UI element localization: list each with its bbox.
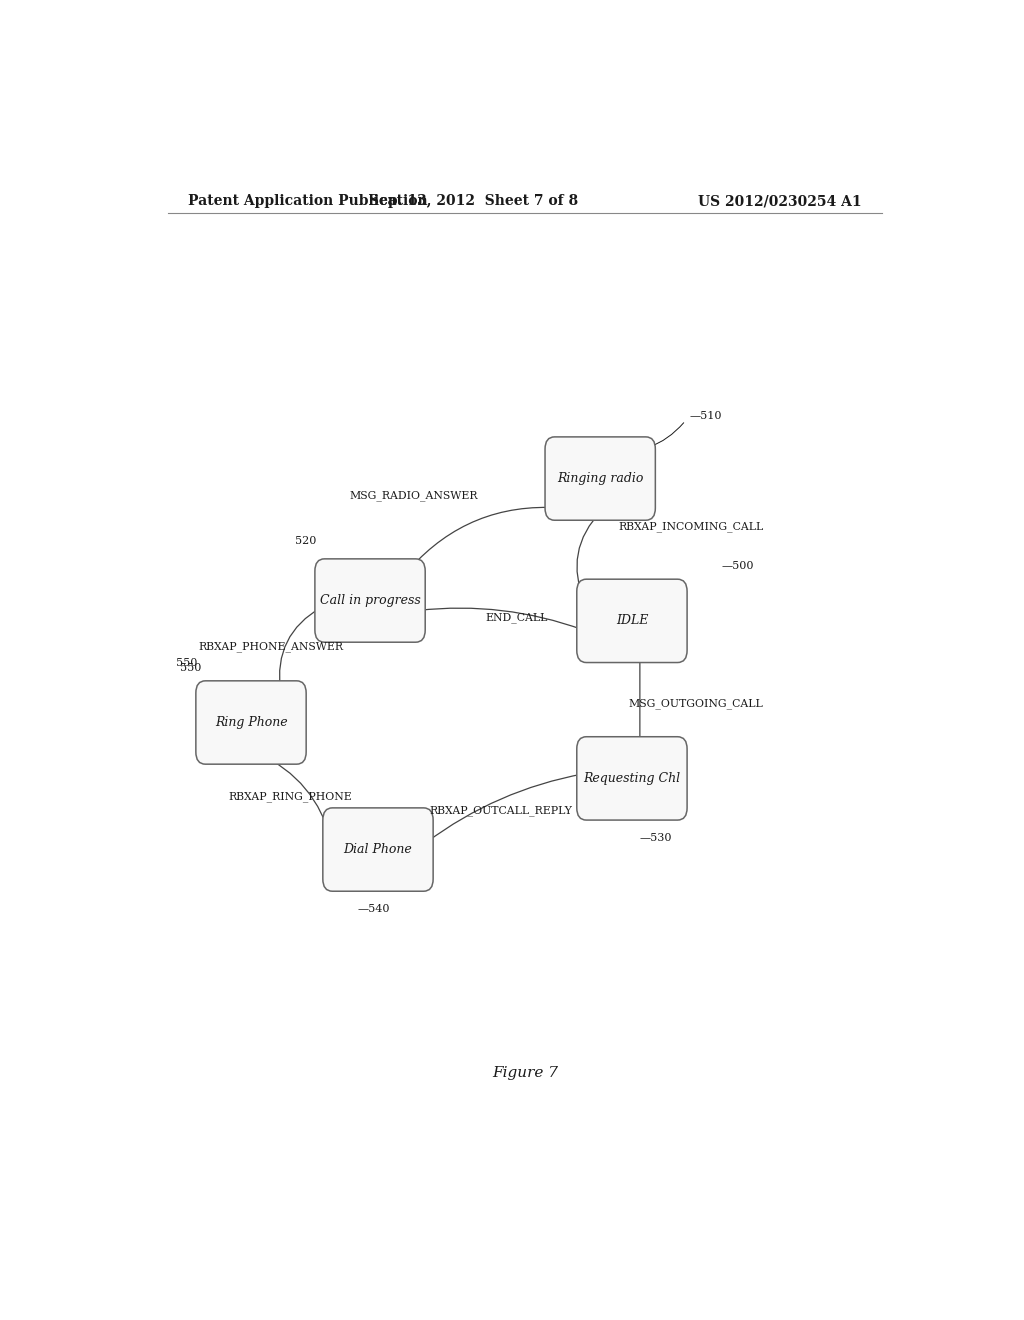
Text: Requesting Chl: Requesting Chl [584, 772, 681, 785]
Text: —500: —500 [721, 561, 754, 572]
Text: Ring Phone: Ring Phone [215, 715, 288, 729]
Text: —510: —510 [689, 411, 722, 421]
Text: Patent Application Publication: Patent Application Publication [187, 194, 427, 209]
Text: Figure 7: Figure 7 [492, 1067, 558, 1080]
Text: 550: 550 [180, 663, 202, 673]
FancyBboxPatch shape [196, 681, 306, 764]
Text: —540: —540 [357, 904, 390, 915]
Text: RBXAP_INCOMING_CALL: RBXAP_INCOMING_CALL [618, 521, 764, 532]
FancyBboxPatch shape [545, 437, 655, 520]
FancyBboxPatch shape [577, 579, 687, 663]
Text: RBXAP_PHONE_ANSWER: RBXAP_PHONE_ANSWER [199, 642, 343, 652]
Text: MSG_OUTGOING_CALL: MSG_OUTGOING_CALL [628, 698, 763, 709]
FancyBboxPatch shape [323, 808, 433, 891]
Text: RBXAP_RING_PHONE: RBXAP_RING_PHONE [228, 791, 352, 803]
Text: Call in progress: Call in progress [319, 594, 421, 607]
FancyBboxPatch shape [577, 737, 687, 820]
Text: Ringing radio: Ringing radio [557, 473, 643, 484]
FancyBboxPatch shape [315, 558, 425, 643]
Text: Sep. 13, 2012  Sheet 7 of 8: Sep. 13, 2012 Sheet 7 of 8 [369, 194, 578, 209]
Text: —530: —530 [640, 833, 673, 843]
Text: END_CALL: END_CALL [485, 612, 548, 623]
Text: 550: 550 [176, 657, 198, 668]
Text: IDLE: IDLE [615, 614, 648, 627]
Text: MSG_RADIO_ANSWER: MSG_RADIO_ANSWER [349, 491, 478, 502]
Text: US 2012/0230254 A1: US 2012/0230254 A1 [698, 194, 862, 209]
Text: RBXAP_OUTCALL_REPLY: RBXAP_OUTCALL_REPLY [429, 805, 572, 816]
Text: 520: 520 [295, 536, 316, 545]
Text: Dial Phone: Dial Phone [344, 843, 413, 857]
